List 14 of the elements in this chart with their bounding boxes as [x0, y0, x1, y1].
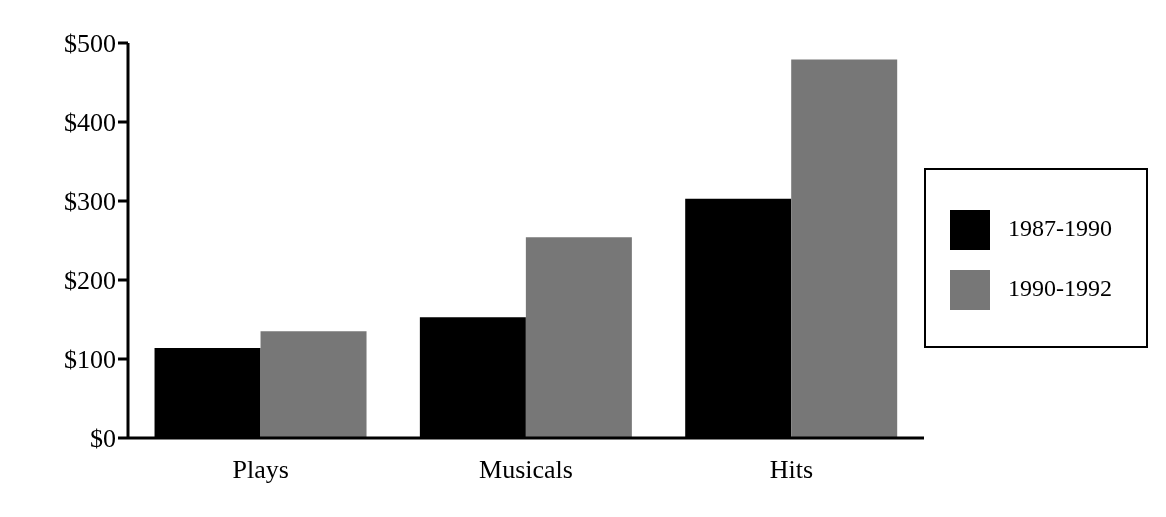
bar: [791, 59, 898, 438]
y-tick-label: $100: [64, 345, 116, 375]
x-tick-label: Hits: [769, 455, 814, 485]
y-tick-label: $400: [64, 108, 116, 138]
y-tick-label: $300: [64, 187, 116, 217]
y-tick-label: $0: [90, 424, 116, 454]
bar: [525, 237, 632, 438]
legend-label: 1987-1990: [1008, 215, 1112, 241]
legend-label: 1990-1992: [1008, 275, 1112, 301]
y-tick-label: $200: [64, 266, 116, 296]
x-tick-label: Musicals: [479, 455, 573, 485]
x-tick-label: Plays: [232, 455, 289, 485]
bar: [260, 331, 367, 438]
y-tick-label: $500: [64, 29, 116, 59]
